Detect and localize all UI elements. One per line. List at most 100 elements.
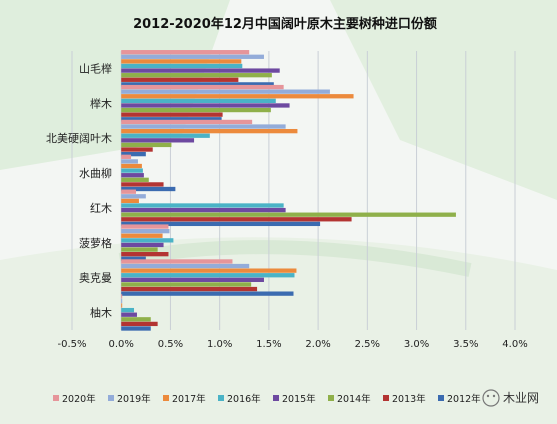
x-tick-label: 1.0% [207,339,232,350]
bar [121,238,174,243]
bar [121,168,143,173]
bar [121,303,123,308]
bar [121,212,456,217]
bar [121,229,170,234]
category-label: 红木 [90,202,112,215]
bar [121,89,330,94]
category-label: 山毛榉 [79,61,112,75]
x-tick-label: 3.5% [453,339,478,350]
bar [121,154,132,159]
bar [121,207,286,213]
category-label: 水曲柳 [79,166,112,180]
bar [121,198,139,204]
legend-swatch [328,395,334,401]
bar [121,298,123,304]
watermark: 木业网 [482,389,539,407]
bar [121,317,151,322]
bar [121,103,290,108]
bar [121,163,142,169]
x-tick-label: 1.5% [256,339,281,350]
bar [121,142,172,148]
bar [121,186,176,192]
bar [121,291,294,296]
bar [121,73,272,78]
legend-swatch [438,395,444,401]
legend-label: 2020年 [62,393,96,405]
bar [121,128,298,134]
bar [121,117,222,122]
wechat-icon [482,389,500,407]
x-tick-labels: -0.5% 0.0% 0.5% 1.0% 1.5% 2.0% 2.5% 3.0% 3.5% 4.0… [57,339,527,350]
bar [121,94,354,99]
legend-label: 2014年 [337,393,371,405]
x-tick-label: 3.0% [404,339,429,350]
bar [121,147,153,152]
bar [121,138,195,143]
bar [121,286,258,292]
bar [121,119,253,125]
bar [121,50,250,55]
bar [121,124,286,129]
bar [121,84,284,90]
x-tick-label: -0.5% [57,339,86,350]
bar [121,312,137,317]
bar [121,217,352,222]
category-label: 菠萝格 [79,236,112,250]
legend-label: 2015年 [282,393,316,405]
legend: 2020年 2019年 2017年 2016年 2015年 2014年 2013年 2012年 [53,393,481,405]
legend-swatch [53,395,59,401]
legend-label: 2012年 [447,393,481,405]
bar [121,107,271,113]
bar [121,98,276,104]
bars [121,50,456,331]
legend-label: 2017年 [172,393,206,405]
category-label: 柚木 [90,306,112,320]
category-label: 奥克曼 [79,271,112,285]
bar [121,326,151,331]
bar [121,247,158,252]
bar [121,77,239,82]
bar [121,256,146,261]
legend-swatch [383,395,389,401]
bar [121,54,264,59]
bar [121,203,284,208]
legend-label: 2016年 [227,393,261,405]
bar [121,294,123,299]
bar [121,112,223,117]
bar [121,159,138,164]
legend-swatch [108,395,114,401]
bar [121,194,146,199]
x-tick-label: 2.0% [305,339,330,350]
bar [121,277,264,282]
bar [121,233,163,238]
x-tick-label: 2.5% [355,339,380,350]
bar [121,63,243,69]
bar [121,189,136,194]
watermark-text: 木业网 [503,391,539,405]
legend-swatch [218,395,224,401]
bar [121,133,210,138]
legend-label: 2019年 [117,393,151,405]
chart-title: 2012-2020年12月中国阔叶原木主要树种进口份额 [133,16,437,32]
bar [121,177,149,182]
bar [121,263,250,269]
bar [121,273,295,278]
bar [121,321,158,327]
legend-label: 2013年 [392,393,426,405]
bar [121,307,135,313]
bar [121,68,280,73]
bar [121,151,146,157]
bar [121,259,233,264]
category-label: 榉木 [90,96,112,110]
bar [121,173,144,178]
bar [121,221,321,227]
bar [121,252,169,257]
bar [121,224,169,229]
bar [121,268,297,273]
bar [121,82,274,87]
legend-swatch [163,395,169,401]
bar [121,182,164,187]
category-label: 北美硬阔叶木 [46,132,112,145]
